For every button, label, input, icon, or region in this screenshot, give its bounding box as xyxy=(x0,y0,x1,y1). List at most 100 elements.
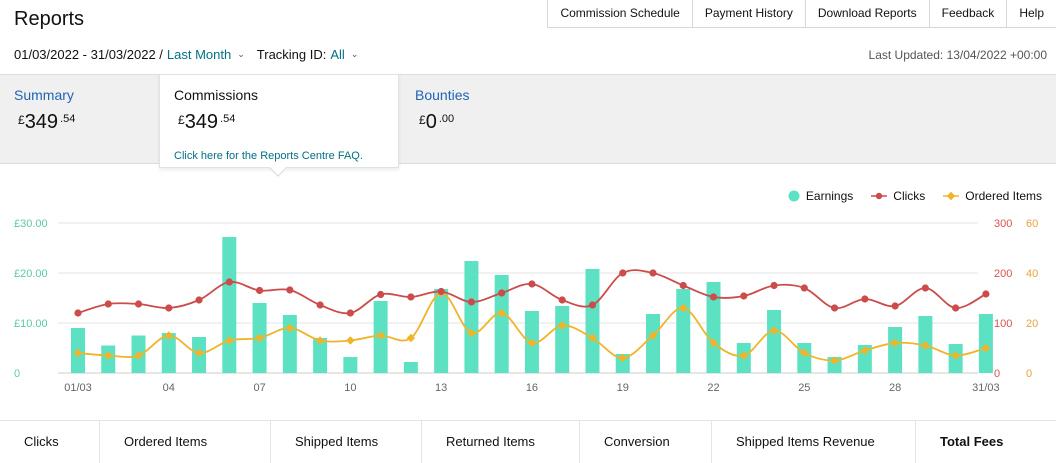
ordered-items-point xyxy=(557,321,567,330)
ordered-items-point xyxy=(618,353,627,363)
feedback-link[interactable]: Feedback xyxy=(930,0,1008,27)
tracking-id-label: Tracking ID: xyxy=(256,47,327,62)
ordered-items-point xyxy=(921,341,930,350)
clicks-point xyxy=(195,296,203,304)
bounties-tile[interactable]: Bounties £0.00 xyxy=(415,75,469,134)
ordered-items-point xyxy=(134,351,143,360)
clicks-point xyxy=(770,281,778,290)
y-left-tick-label: £30.00 xyxy=(14,218,48,230)
clicks-point xyxy=(830,304,839,312)
ordered-items-point xyxy=(648,331,658,340)
commissions-whole: 349 xyxy=(184,111,219,133)
x-tick-label: 31/03 xyxy=(972,382,1000,394)
y-right-ordered-tick-label: 40 xyxy=(1026,268,1038,280)
legend-ordered-items-label: Ordered Items xyxy=(965,189,1042,203)
y-right-clicks-tick-label: 200 xyxy=(994,268,1012,280)
tracking-id-value: All xyxy=(330,47,345,62)
clicks-point xyxy=(225,278,233,286)
tracking-id-dropdown[interactable]: All xyxy=(330,47,344,62)
clicks-line-icon xyxy=(871,192,888,200)
commission-schedule-link[interactable]: Commission Schedule xyxy=(548,0,693,27)
x-tick-label: 07 xyxy=(253,382,265,394)
tab-shipped-items-revenue[interactable]: Shipped Items Revenue xyxy=(712,421,916,463)
x-tick-label: 13 xyxy=(435,382,447,394)
period-dropdown[interactable]: Last Month xyxy=(167,47,231,62)
y-right-clicks-tick-label: 0 xyxy=(994,368,1000,380)
earnings-clicks-chart: £30.00 300 60£20.00 200 40£10.00 100 200 0 001/0… xyxy=(14,218,1038,394)
ordered-items-point xyxy=(527,338,537,348)
filter-row: 01/03/2022 - 31/03/2022 / Last Month ⌄ T… xyxy=(14,47,358,62)
clicks-point xyxy=(528,280,536,288)
period-dropdown-label: Last Month xyxy=(166,47,232,62)
earnings-bar xyxy=(888,327,903,373)
bounties-label[interactable]: Bounties xyxy=(415,87,470,103)
ordered-items-point xyxy=(679,303,688,313)
earnings-bar xyxy=(222,237,237,373)
summary-label[interactable]: Summary xyxy=(14,87,74,103)
legend-ordered-items[interactable]: Ordered Items xyxy=(943,189,1042,203)
ordered-items-point xyxy=(73,348,83,358)
ordered-items-point xyxy=(225,336,234,345)
ordered-items-point xyxy=(800,348,809,358)
y-left-tick-label: £10.00 xyxy=(14,318,48,330)
tab-clicks[interactable]: Clicks xyxy=(0,421,100,463)
last-updated-text: Last Updated: 13/04/2022 +00:00 xyxy=(868,48,1047,62)
y-left-tick-label: £20.00 xyxy=(14,268,48,280)
earnings-dot-icon xyxy=(788,190,800,202)
bounties-currency: £ xyxy=(419,113,426,127)
x-tick-label: 22 xyxy=(707,382,719,394)
ordered-items-point xyxy=(588,333,597,343)
earnings-bar xyxy=(555,306,570,373)
clicks-point xyxy=(498,289,506,297)
clicks-point xyxy=(740,292,748,300)
clicks-point xyxy=(346,309,354,317)
y-left-tick-label: 0 xyxy=(14,368,20,380)
legend-clicks[interactable]: Clicks xyxy=(871,189,925,203)
earnings-bar xyxy=(585,269,600,373)
tab-ordered-items[interactable]: Ordered Items xyxy=(100,421,271,463)
clicks-point xyxy=(104,300,112,308)
clicks-point xyxy=(952,304,960,312)
clicks-point xyxy=(255,286,264,295)
clicks-point xyxy=(558,296,566,304)
legend-clicks-label: Clicks xyxy=(893,189,926,203)
ordered-items-point xyxy=(164,331,174,340)
earnings-bar xyxy=(403,362,418,373)
tab-conversion[interactable]: Conversion xyxy=(580,421,712,463)
help-link[interactable]: Help xyxy=(1019,6,1044,20)
ordered-items-point xyxy=(497,308,506,318)
commissions-decimal: .54 xyxy=(220,113,236,125)
legend-earnings[interactable]: Earnings xyxy=(788,189,853,203)
clicks-point xyxy=(286,286,294,294)
ordered-items-point xyxy=(315,336,325,345)
clicks-point xyxy=(679,281,687,290)
ordered-items-point xyxy=(406,333,416,343)
chevron-down-icon[interactable]: ⌄ xyxy=(237,49,245,59)
summary-tile[interactable]: Summary £349.54 xyxy=(14,75,75,134)
payment-history-link[interactable]: Payment History xyxy=(693,0,806,27)
reports-faq-link[interactable]: Click here for the Reports Centre FAQ. xyxy=(174,150,363,162)
chevron-down-icon[interactable]: ⌄ xyxy=(350,49,359,59)
commissions-value: £349.54 xyxy=(178,111,384,134)
clicks-point xyxy=(619,269,627,277)
page-title: Reports xyxy=(14,8,85,30)
clicks-point xyxy=(467,298,476,306)
ordered-items-point xyxy=(981,343,991,353)
earnings-bar xyxy=(797,343,812,373)
ordered-items-point xyxy=(376,331,385,340)
y-right-clicks-tick-label: 100 xyxy=(994,318,1012,330)
tab-returned-items[interactable]: Returned Items xyxy=(422,421,580,463)
summary-decimal: .54 xyxy=(60,113,76,125)
ordered-items-point xyxy=(285,323,295,333)
ordered-items-point xyxy=(830,356,839,365)
earnings-bar xyxy=(646,314,660,373)
tab-total-fees[interactable]: Total Fees xyxy=(940,434,1004,449)
clicks-point xyxy=(134,300,143,308)
download-reports-link[interactable]: Download Reports xyxy=(806,0,930,27)
clicks-point xyxy=(921,284,929,292)
legend-earnings-label: Earnings xyxy=(805,189,854,203)
tab-shipped-items[interactable]: Shipped Items xyxy=(271,421,422,463)
x-tick-label: 04 xyxy=(163,382,175,394)
commissions-tile[interactable]: Commissions £349.54 Click here for the R… xyxy=(159,74,399,168)
clicks-point xyxy=(407,293,415,301)
